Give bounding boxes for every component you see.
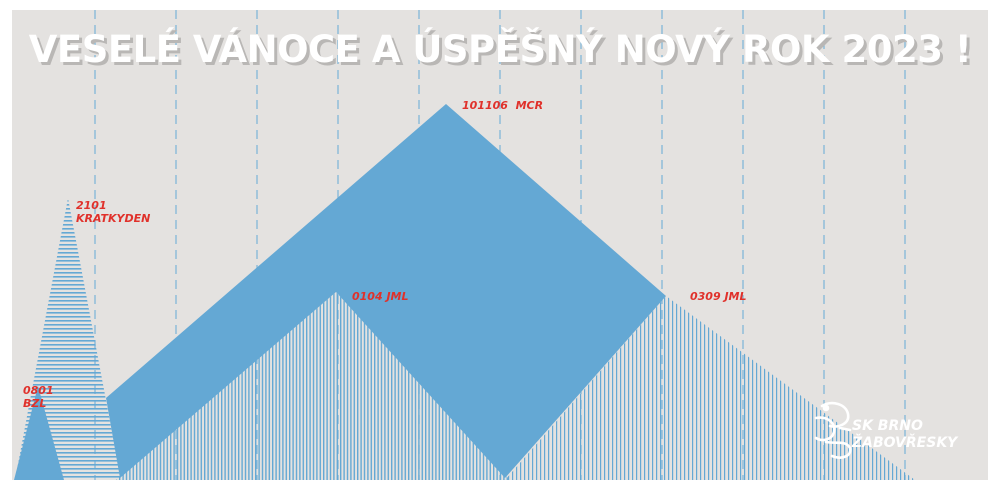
- peak-code: 0801: [23, 384, 54, 397]
- peak-name: JML: [386, 290, 409, 303]
- greeting-title: VESELÉ VÁNOCE A ÚSPĚŠNÝ NOVÝ ROK 2023 !: [28, 28, 972, 71]
- peak-jml-left: [116, 292, 510, 480]
- peak-code: 0104: [352, 290, 383, 303]
- peak-name: JML: [724, 290, 747, 303]
- peak-label-kratkyden: 2101 KRATKYDEN: [76, 199, 150, 225]
- peak-bzl: [14, 386, 64, 480]
- logo-line-2: ŽABOVŘESKY: [852, 435, 958, 451]
- peak-code: 101106: [462, 99, 508, 112]
- peak-name: BZL: [23, 397, 47, 410]
- peak-label-mcr: 101106 MCR: [462, 99, 543, 112]
- peak-code: 0309: [690, 290, 721, 303]
- peak-name: MCR: [515, 99, 544, 112]
- peak-code: 2101: [76, 199, 107, 212]
- slope-jml-right: [505, 296, 915, 480]
- logo-line-1: SK BRNO: [852, 418, 923, 434]
- peak-label-jml-left: 0104 JML: [352, 290, 409, 303]
- club-logo: SK BRNO ŽABOVŘESKY: [852, 418, 957, 452]
- frog-icon: [814, 401, 852, 459]
- peak-name: KRATKYDEN: [76, 212, 151, 225]
- peak-mcr: [106, 104, 666, 478]
- peak-label-jml-right: 0309 JML: [690, 290, 747, 303]
- peak-label-bzl: 0801 BZL: [23, 384, 54, 410]
